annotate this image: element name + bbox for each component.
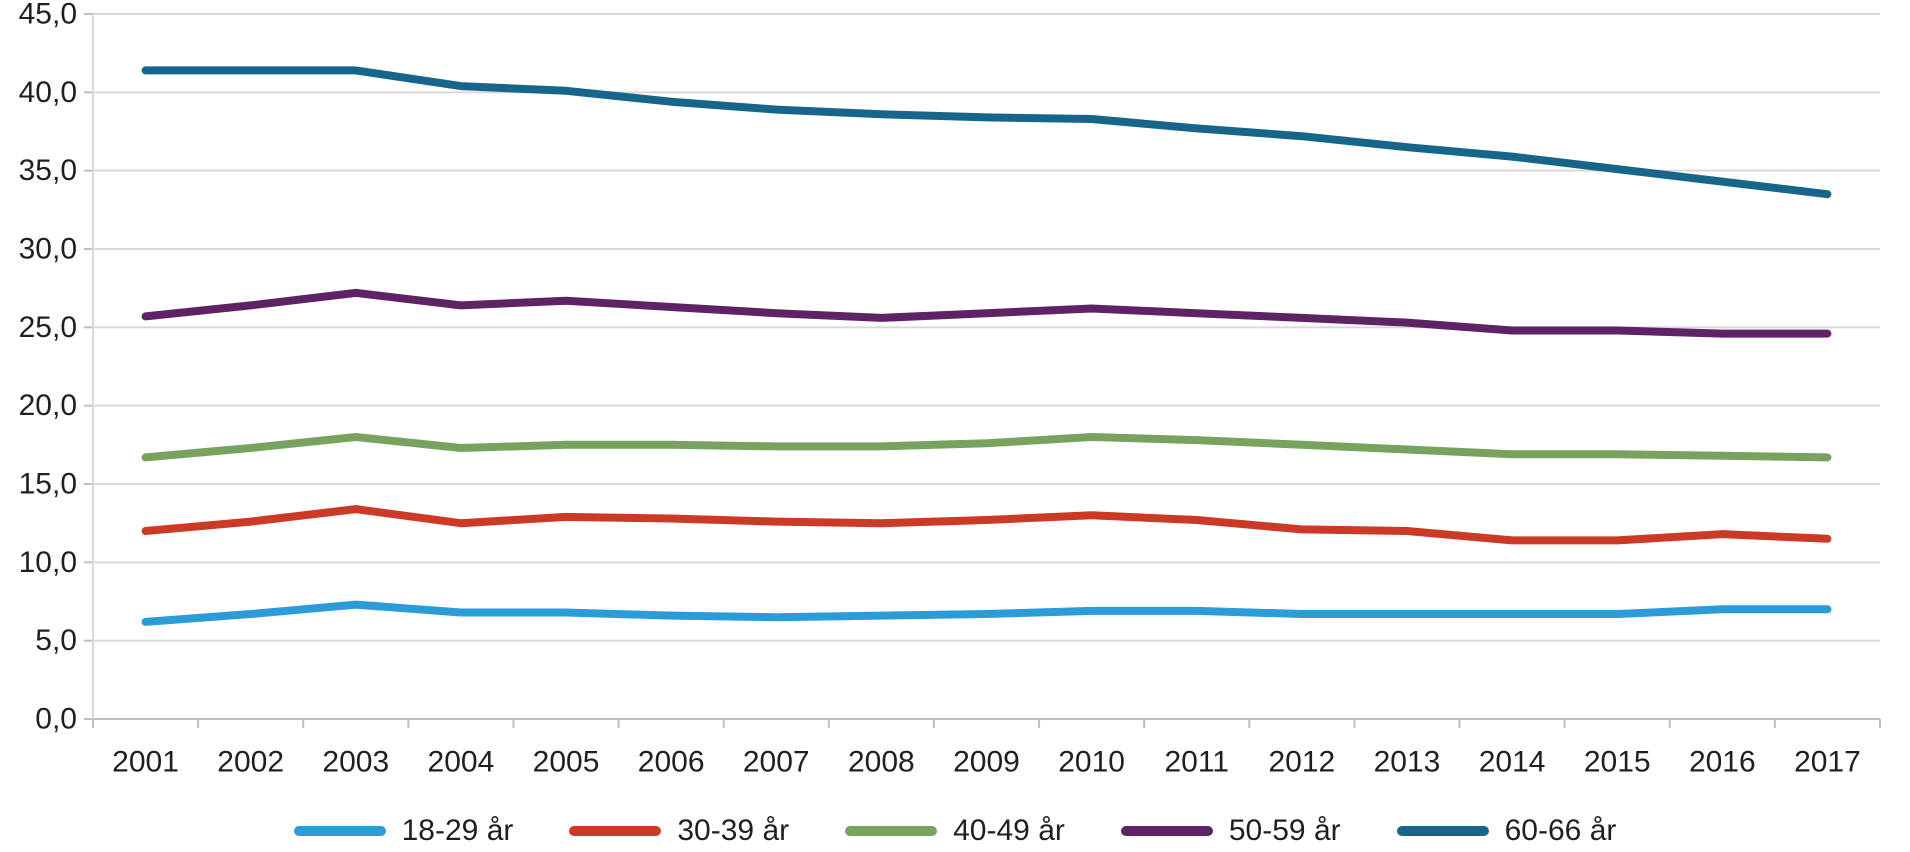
x-axis-label: 2011 [1164,746,1229,779]
x-axis-label: 2015 [1584,746,1651,779]
x-axis-label: 2006 [638,746,705,779]
x-axis-label: 2005 [533,746,600,779]
y-axis-label: 15,0 [19,468,77,501]
x-axis-label: 2009 [953,746,1020,779]
legend-item-30-39-år: 30-39 år [569,814,789,848]
legend-swatch-icon [1120,826,1213,836]
series-line-18-29-år [141,600,1832,626]
x-axis-label: 2004 [428,746,495,779]
x-axis-label: 2008 [848,746,915,779]
y-axis-label: 5,0 [35,624,77,657]
x-axis-label: 2010 [1058,746,1125,779]
legend-swatch-icon [845,826,938,836]
x-axis-label: 2001 [112,746,179,779]
x-axis-label: 2007 [743,746,810,779]
x-axis-label: 2013 [1374,746,1441,779]
y-axis-label: 25,0 [19,311,77,344]
series-line-40-49-år [141,433,1832,462]
legend-item-60-66-år: 60-66 år [1396,814,1617,848]
legend-label: 30-39 år [677,814,790,847]
legend-label: 18-29 år [401,814,514,847]
y-axis-label: 20,0 [19,389,77,422]
series-line-50-59-år [141,288,1832,338]
x-axis-label: 2014 [1479,746,1546,779]
series-line-60-66-år [141,66,1832,199]
x-axis-label: 2002 [217,746,284,779]
x-axis-label: 2003 [322,746,389,779]
y-axis-label: 30,0 [19,233,77,266]
legend-item-40-49-år: 40-49 år [845,814,1065,848]
x-axis-label: 2016 [1689,746,1756,779]
x-axis-label: 2017 [1794,746,1861,779]
legend-label: 60-66 år [1504,814,1617,847]
chart-legend: 18-29 år 30-39 år 40-49 år 50-59 år 60-66 år [0,810,1910,852]
legend-label: 50-59 år [1228,814,1341,847]
series-line-30-39-år [141,505,1832,545]
legend-label: 40-49 år [953,814,1065,847]
legend-item-50-59-år: 50-59 år [1120,814,1341,848]
legend-swatch-icon [1396,826,1489,836]
y-axis-label: 0,0 [35,703,77,736]
y-axis-label: 45,0 [19,0,77,31]
y-axis-label: 40,0 [19,76,77,109]
x-axis-label: 2012 [1268,746,1335,779]
legend-swatch-icon [569,826,662,836]
y-axis-label: 35,0 [19,154,77,187]
y-axis-label: 10,0 [19,546,77,579]
legend-item-18-29-år: 18-29 år [293,814,514,848]
legend-swatch-icon [293,826,386,836]
